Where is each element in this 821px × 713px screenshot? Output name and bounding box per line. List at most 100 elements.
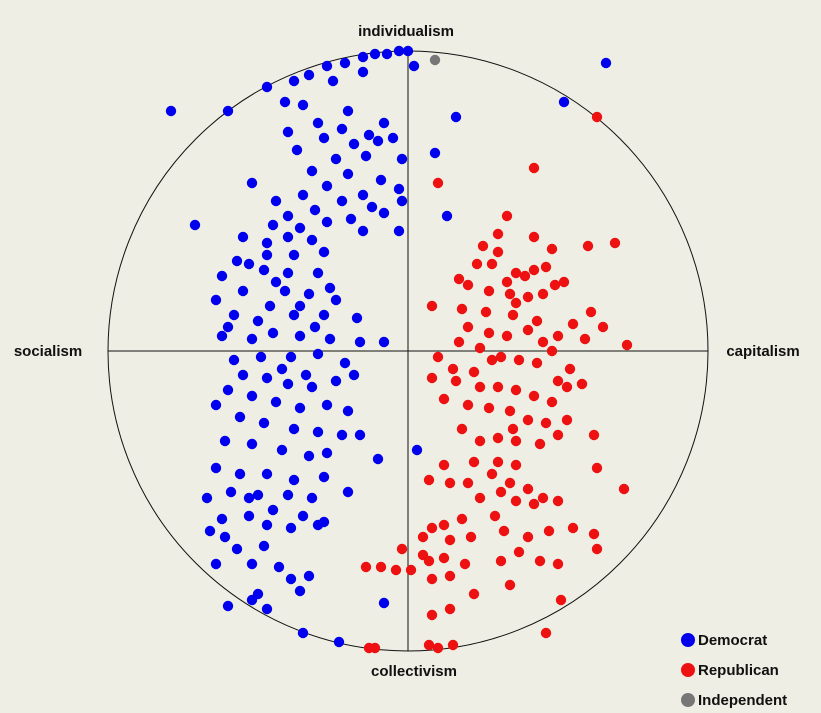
data-point-democrat [216,330,228,342]
data-point-democrat [261,372,273,384]
data-point-republican [546,396,558,408]
data-point-democrat [387,132,399,144]
data-point-democrat [255,351,267,363]
data-point-republican [474,342,486,354]
data-point-democrat [210,558,222,570]
data-point-republican [609,237,621,249]
data-point-republican [486,468,498,480]
data-point-democrat [282,126,294,138]
data-point-republican [555,594,567,606]
data-point-republican [588,429,600,441]
data-point-democrat [246,438,258,450]
data-point-republican [447,639,459,651]
data-point-republican [426,372,438,384]
data-point-democrat [201,492,213,504]
data-point-republican [438,459,450,471]
data-point-democrat [246,177,258,189]
data-point-democrat [396,195,408,207]
data-point-republican [534,555,546,567]
axis-label-left: socialism [14,343,82,360]
axis-label-bottom: collectivism [371,663,457,680]
axis-label-top: individualism [358,23,454,40]
data-point-democrat [351,312,363,324]
data-point-republican [432,642,444,654]
data-point-republican [507,423,519,435]
data-point-democrat [600,57,612,69]
data-point-republican [444,477,456,489]
data-point-republican [468,588,480,600]
data-point-republican [540,417,552,429]
data-point-democrat [222,105,234,117]
data-point-democrat [402,45,414,57]
data-point-democrat [288,75,300,87]
data-point-republican [483,327,495,339]
data-point-republican [426,609,438,621]
data-point-republican [564,363,576,375]
data-point-democrat [357,189,369,201]
data-point-democrat [246,390,258,402]
data-point-republican [468,456,480,468]
data-point-republican [618,483,630,495]
data-point-republican [453,273,465,285]
data-point-democrat [336,429,348,441]
data-point-republican [588,528,600,540]
data-point-republican [540,627,552,639]
data-point-republican [552,495,564,507]
data-point-republican [510,267,522,279]
data-point-democrat [357,225,369,237]
data-point-democrat [558,96,570,108]
data-point-democrat [252,315,264,327]
data-point-democrat [267,327,279,339]
data-point-republican [492,228,504,240]
data-point-republican [465,531,477,543]
data-point-republican [552,429,564,441]
data-point-democrat [282,489,294,501]
data-point-republican [474,381,486,393]
data-point-democrat [375,174,387,186]
data-point-republican [501,210,513,222]
data-point-republican [462,399,474,411]
data-point-democrat [276,444,288,456]
data-point-republican [432,351,444,363]
data-point-democrat [297,627,309,639]
data-point-democrat [222,600,234,612]
data-point-republican [504,579,516,591]
data-point-republican [537,288,549,300]
data-point-democrat [303,69,315,81]
data-point-democrat [270,276,282,288]
data-point-democrat [267,504,279,516]
legend-label-democrat: Democrat [698,632,767,649]
legend-label-republican: Republican [698,662,779,679]
data-point-republican [528,498,540,510]
data-point-democrat [261,81,273,93]
data-point-republican [534,438,546,450]
data-point-republican [621,339,633,351]
data-point-republican [453,336,465,348]
data-point-democrat [327,75,339,87]
data-point-republican [462,477,474,489]
data-point-republican [501,276,513,288]
data-point-republican [567,318,579,330]
data-point-republican [510,435,522,447]
data-point-democrat [372,453,384,465]
data-point-democrat [210,399,222,411]
data-point-democrat [300,369,312,381]
data-point-republican [468,366,480,378]
data-point-democrat [393,183,405,195]
data-point-democrat [309,204,321,216]
data-point-republican [477,240,489,252]
data-point-republican [432,177,444,189]
data-point-democrat [297,99,309,111]
data-point-democrat [369,48,381,60]
data-point-democrat [228,309,240,321]
data-point-democrat [234,468,246,480]
data-point-republican [510,297,522,309]
data-point-democrat [225,486,237,498]
data-point-republican [561,414,573,426]
data-point-democrat [273,561,285,573]
data-point-democrat [297,510,309,522]
data-point-democrat [393,45,405,57]
data-point-democrat [312,348,324,360]
